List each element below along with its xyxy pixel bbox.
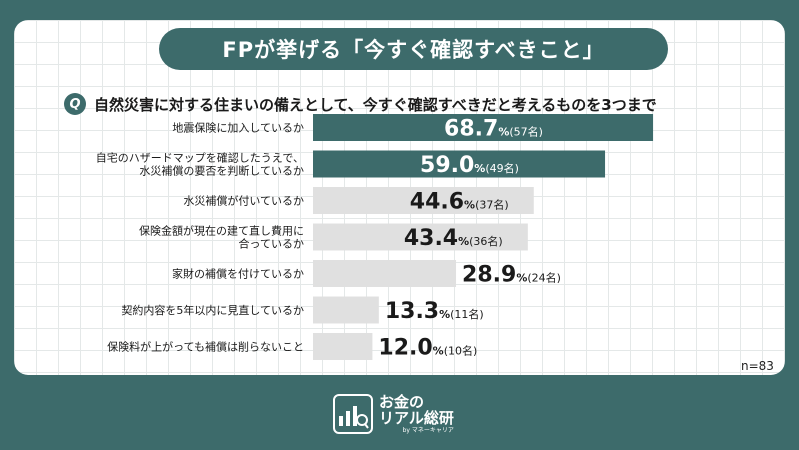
value-label-1: 59.0%(49名)	[420, 153, 519, 178]
category-label-4: 家財の補償を付けているか	[172, 267, 304, 281]
question-icon: Q	[64, 93, 86, 115]
bar-1	[313, 150, 606, 178]
bar-3	[313, 223, 528, 251]
value-label-0: 68.7%(57名)	[444, 117, 543, 142]
category-label-0: 地震保険に加入しているか	[172, 121, 304, 135]
brand-logo-icon	[333, 394, 373, 434]
category-label-3: 保険金額が現在の建て直し費用に合っているか	[139, 224, 304, 251]
bar-0	[313, 114, 654, 141]
bar-4	[313, 260, 457, 287]
sample-size: n=83	[741, 359, 774, 373]
value-label-6: 12.0%(10名)	[378, 336, 477, 361]
category-label-2: 水災補償が付いているか	[183, 194, 304, 208]
page-title: FPが挙げる「今すぐ確認すべきこと」	[159, 28, 668, 70]
bar-6	[313, 333, 373, 360]
brand-text: お金の リアル総研 by マネーキャリア	[379, 394, 454, 435]
bar-5	[313, 296, 379, 324]
value-label-5: 13.3%(11名)	[385, 299, 484, 324]
category-label-5: 契約内容を5年以内に見直しているか	[121, 303, 304, 317]
question-row: Q 自然災害に対する住まいの備えとして、今すぐ確認すべきだと考えるものを3つまで	[64, 92, 657, 116]
value-label-3: 43.4%(36名)	[404, 226, 503, 251]
bar-2	[313, 187, 534, 214]
category-label-1: 自宅のハザードマップを確認したうえで、水災補償の要否を判断しているか	[96, 151, 304, 178]
value-label-4: 28.9%(24名)	[462, 263, 561, 288]
brand-logo: お金の リアル総研 by マネーキャリア	[333, 390, 508, 438]
category-label-6: 保険料が上がっても補償は削らないこと	[107, 340, 304, 354]
question-text: 自然災害に対する住まいの備えとして、今すぐ確認すべきだと考えるものを3つまで	[94, 95, 657, 114]
brand-sub: by マネーキャリア	[402, 426, 454, 434]
brand-line2: リアル総研	[379, 409, 454, 428]
brand-line1: お金の	[379, 392, 425, 411]
value-label-2: 44.6%(37名)	[410, 190, 509, 215]
